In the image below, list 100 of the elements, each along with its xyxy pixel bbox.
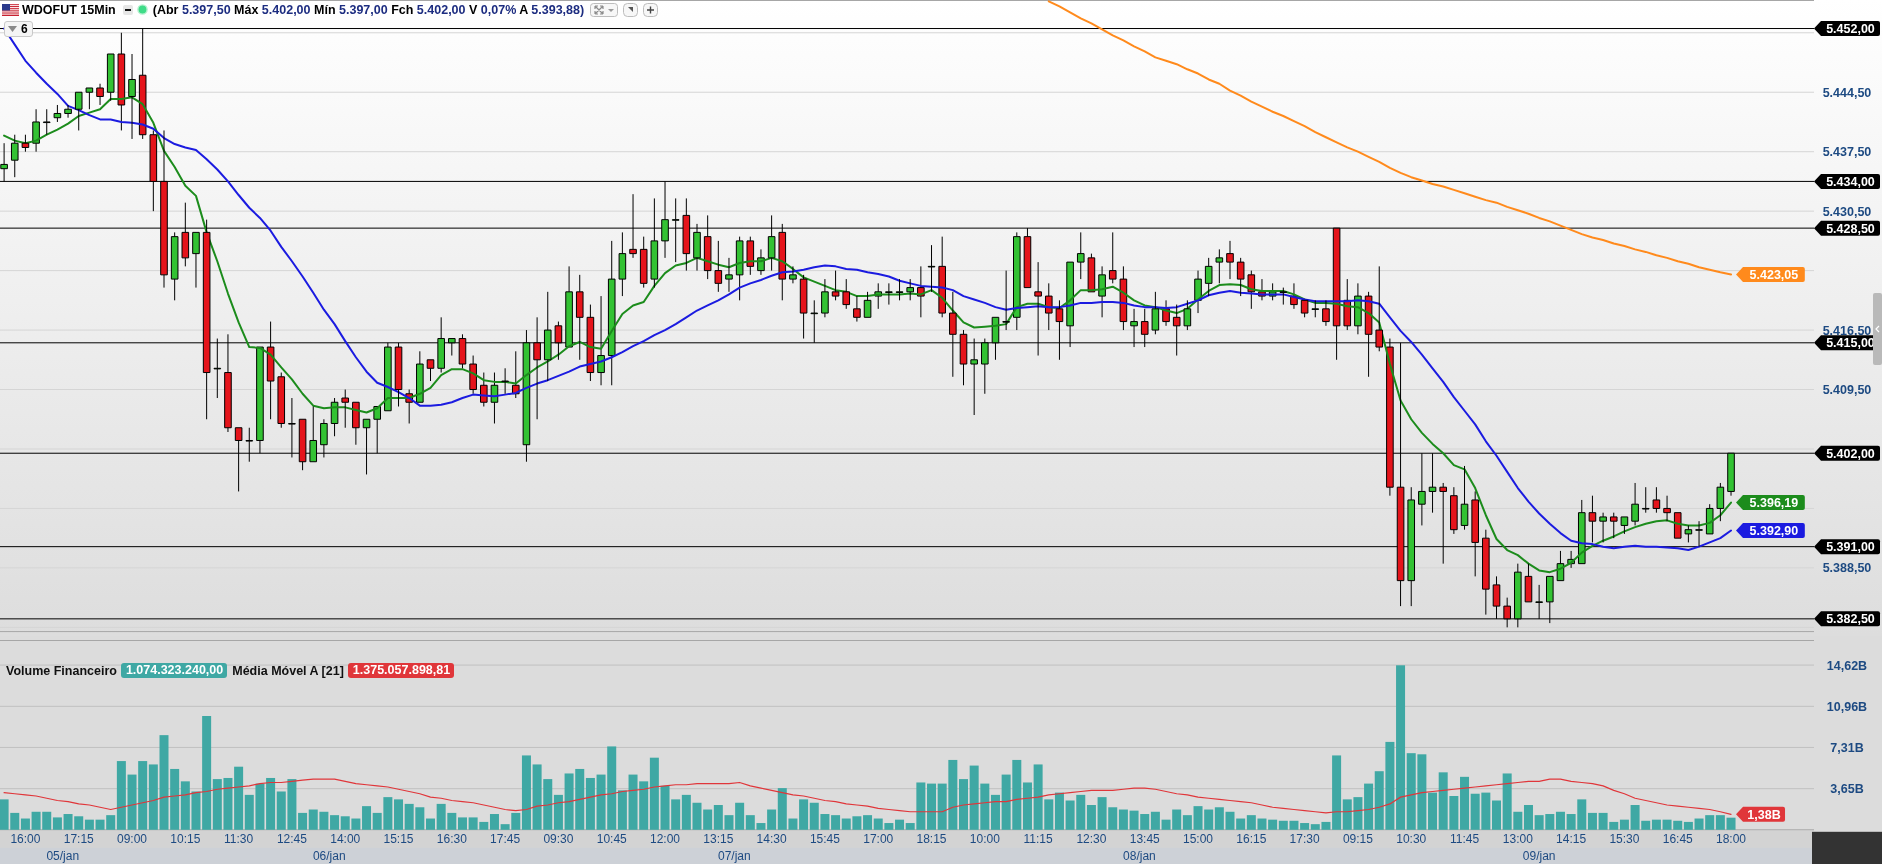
x-tick-label: 12:45 bbox=[276, 832, 308, 847]
bar bbox=[266, 777, 276, 830]
candlestick bbox=[490, 372, 499, 424]
bar bbox=[489, 814, 499, 830]
candlestick bbox=[1183, 299, 1192, 331]
line-series bbox=[1047, 0, 1733, 276]
candlestick bbox=[1300, 299, 1309, 318]
candlestick bbox=[1087, 253, 1096, 293]
candlestick bbox=[575, 274, 584, 361]
chart-title: WDOFUT 15Min bbox=[22, 2, 116, 17]
bar bbox=[457, 817, 467, 830]
candlestick bbox=[1236, 257, 1245, 297]
candlestick bbox=[1226, 240, 1234, 280]
bar bbox=[681, 794, 691, 830]
candlestick bbox=[821, 278, 829, 318]
candlestick bbox=[1524, 563, 1533, 603]
candlestick bbox=[746, 236, 755, 276]
bar bbox=[330, 815, 340, 830]
x-tick-label: 13:00 bbox=[1502, 832, 1534, 847]
candlestick bbox=[714, 240, 723, 293]
candlestick bbox=[277, 372, 286, 429]
candlestick bbox=[1652, 486, 1661, 514]
candlestick bbox=[117, 32, 126, 131]
x-tick-label: 15:45 bbox=[809, 832, 841, 847]
candlestick bbox=[21, 134, 30, 153]
bar bbox=[799, 799, 809, 830]
y-tick-label: 5.388,50 bbox=[1822, 561, 1872, 576]
x-tick-label: 14:00 bbox=[330, 832, 361, 847]
candlestick bbox=[1695, 520, 1703, 548]
x-tick-label: 10:15 bbox=[170, 832, 201, 847]
bar bbox=[1086, 805, 1096, 830]
candlestick bbox=[885, 282, 893, 306]
bar bbox=[1396, 665, 1406, 830]
x-tick-label: 11:45 bbox=[1449, 832, 1480, 847]
candlestick bbox=[501, 367, 509, 395]
line-series bbox=[3, 778, 1732, 815]
y-tick-label: 14,62B bbox=[1826, 658, 1868, 673]
candlestick bbox=[1641, 486, 1650, 514]
x-tick-label: 17:45 bbox=[490, 832, 521, 847]
text: 08/jan bbox=[1123, 848, 1156, 863]
ref-line-label: 5.382,50 bbox=[1826, 612, 1875, 627]
x-tick-label: 17:30 bbox=[1289, 832, 1320, 847]
bar bbox=[116, 761, 126, 830]
data-label: 1,38B bbox=[1747, 807, 1781, 822]
text: (Abr 5.397,50 Máx 5.402,00 Mín 5.397,00 Fch 5.402,00 V 0,07% A 5.393,88) bbox=[152, 2, 585, 17]
legend-label: Média Móvel A [21] bbox=[232, 663, 344, 678]
y-tick-label: 10,96B bbox=[1826, 699, 1868, 714]
bar bbox=[735, 802, 745, 830]
bar bbox=[617, 790, 627, 830]
x-tick-label: 10:30 bbox=[1396, 832, 1427, 847]
x-tick-label: 15:30 bbox=[1609, 832, 1640, 847]
candlestick bbox=[1588, 495, 1597, 543]
candlestick bbox=[106, 53, 115, 102]
candlestick bbox=[170, 231, 179, 301]
y-tick-label: 5.416,50 bbox=[1822, 323, 1872, 338]
candlestick bbox=[1460, 465, 1469, 531]
text: 09/jan bbox=[1522, 848, 1556, 863]
candlestick bbox=[74, 91, 83, 131]
bar bbox=[553, 794, 563, 830]
candlestick bbox=[330, 397, 339, 437]
bar bbox=[959, 779, 968, 830]
candlestick bbox=[938, 236, 946, 318]
x-tick-label: 10:00 bbox=[969, 832, 1001, 847]
bar bbox=[84, 819, 94, 830]
candlestick bbox=[1599, 512, 1607, 543]
candlestick bbox=[128, 53, 136, 140]
candlestick bbox=[735, 236, 744, 301]
candlestick bbox=[1204, 257, 1213, 297]
x-tick-label: 16:45 bbox=[1662, 832, 1694, 847]
bar bbox=[1054, 792, 1064, 830]
bar bbox=[927, 783, 937, 830]
x-tick-label: 13:15 bbox=[703, 832, 734, 847]
x-tick-label: 12:00 bbox=[650, 832, 681, 847]
x-tick-label: 15:00 bbox=[1183, 832, 1214, 847]
x-tick-label: 17:15 bbox=[63, 832, 95, 847]
candlestick bbox=[906, 278, 914, 301]
bar bbox=[990, 794, 1000, 830]
y-tick-label: 5.430,50 bbox=[1822, 204, 1872, 219]
bar bbox=[148, 764, 158, 830]
candlestick bbox=[895, 278, 904, 301]
x-tick-label: 16:00 bbox=[10, 832, 41, 847]
annotation: 1.375.057.898,81 bbox=[352, 663, 455, 678]
candlestick bbox=[831, 270, 840, 301]
candlestick bbox=[53, 104, 62, 123]
candlestick bbox=[1673, 512, 1682, 539]
x-tick-label: 15:15 bbox=[383, 832, 414, 847]
y-tick-label: 7,31B bbox=[1830, 740, 1864, 755]
bar bbox=[1332, 755, 1342, 830]
annotation: 6 bbox=[21, 22, 28, 36]
y-tick-label: 5.444,50 bbox=[1822, 85, 1872, 100]
bar bbox=[863, 815, 873, 830]
x-tick-label: 11:30 bbox=[224, 832, 254, 847]
candlestick bbox=[799, 274, 808, 340]
x-tick-label: 16:15 bbox=[1236, 832, 1267, 847]
bar bbox=[1683, 821, 1693, 830]
x-tick-label: 13:45 bbox=[1129, 832, 1161, 847]
candlestick bbox=[64, 104, 72, 119]
x-tick-label: 18:00 bbox=[1716, 832, 1747, 847]
candlestick bbox=[1002, 270, 1010, 331]
bar bbox=[234, 766, 244, 830]
